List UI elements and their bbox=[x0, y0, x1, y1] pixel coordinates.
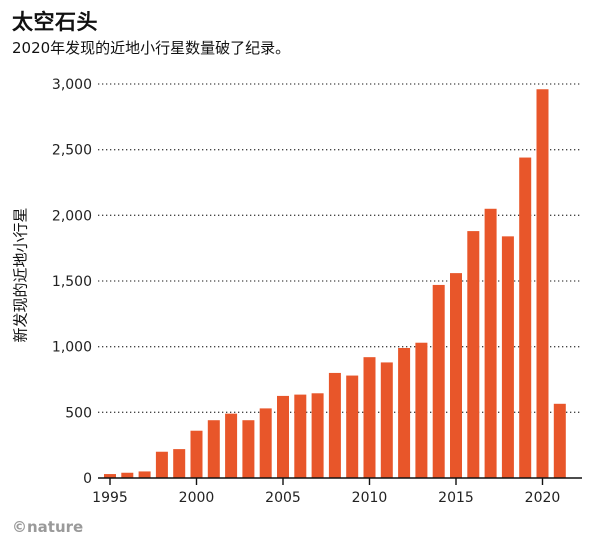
bar-2020 bbox=[536, 89, 549, 479]
bar-2011 bbox=[380, 362, 393, 478]
bar-2004 bbox=[259, 408, 272, 478]
y-tick-label: 2,500 bbox=[52, 143, 92, 159]
chart-subtitle: 2020年发现的近地小行星数量破了纪录。 bbox=[12, 39, 291, 57]
bar-1996 bbox=[121, 472, 134, 478]
bar-1997 bbox=[138, 471, 151, 478]
chart-title: 太空石头 bbox=[12, 10, 98, 34]
gridlines bbox=[98, 83, 582, 413]
x-tick-label: 1995 bbox=[92, 490, 128, 506]
bar-2015 bbox=[450, 273, 462, 478]
bar-2019 bbox=[519, 157, 532, 478]
bar-2005 bbox=[277, 395, 289, 478]
bar-2013 bbox=[415, 342, 428, 478]
bar-1998 bbox=[155, 451, 168, 478]
bar-2000 bbox=[190, 430, 203, 478]
bar-2009 bbox=[346, 375, 359, 478]
x-tick-label: 2015 bbox=[438, 490, 474, 506]
bar-2014 bbox=[432, 284, 445, 478]
bars bbox=[104, 89, 566, 479]
bar-1995 bbox=[104, 474, 116, 478]
x-axis bbox=[98, 477, 582, 485]
bar-2006 bbox=[294, 394, 307, 478]
bar-1999 bbox=[173, 449, 186, 478]
bar-2002 bbox=[225, 413, 238, 478]
bar-2021 bbox=[553, 403, 566, 478]
y-tick-label: 0 bbox=[83, 471, 92, 487]
x-tick-labels: 1995 2000 2005 2010 2015 2020 bbox=[92, 490, 560, 506]
bar-2003 bbox=[242, 420, 255, 478]
bar-2001 bbox=[207, 420, 220, 478]
y-tick-label: 2,000 bbox=[52, 208, 92, 224]
bar-2010 bbox=[363, 357, 376, 478]
x-tick-label: 2000 bbox=[179, 490, 215, 506]
nature-credit: ©nature bbox=[12, 518, 84, 536]
bar-2012 bbox=[398, 347, 411, 478]
bar-2017 bbox=[484, 208, 497, 478]
x-tick-label: 2005 bbox=[265, 490, 301, 506]
y-tick-label: 500 bbox=[65, 405, 92, 421]
y-tick-label: 1,500 bbox=[52, 274, 92, 290]
bar-2018 bbox=[501, 236, 514, 478]
bar-2007 bbox=[311, 393, 324, 478]
x-tick-label: 2010 bbox=[352, 490, 388, 506]
y-tick-label: 1,000 bbox=[52, 340, 92, 356]
bar-2016 bbox=[467, 231, 480, 478]
y-tick-label: 3,000 bbox=[52, 77, 92, 93]
y-tick-labels: 0 500 1,000 1,500 2,000 2,500 3,000 bbox=[52, 77, 92, 487]
bar-2008 bbox=[328, 372, 341, 478]
x-tick-label: 2020 bbox=[525, 490, 561, 506]
